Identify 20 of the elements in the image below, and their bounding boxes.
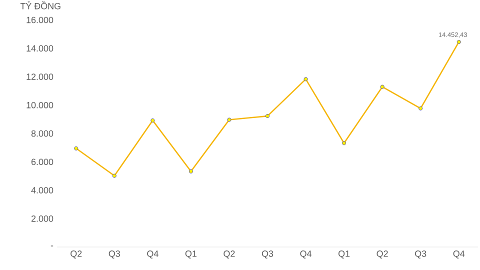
x-tick-label: Q2 bbox=[70, 250, 82, 258]
y-tick-label: 10.000 bbox=[26, 102, 54, 108]
x-tick-label: Q1 bbox=[185, 250, 196, 258]
x-tick-label: Q1 bbox=[338, 250, 350, 258]
x-tick-label: Q3 bbox=[262, 250, 274, 258]
y-tick-label: 12.000 bbox=[26, 74, 54, 80]
y-tick-label: 8.000 bbox=[31, 130, 54, 137]
y-tick-label: 16.000 bbox=[26, 16, 54, 24]
y-tick-label: 4.000 bbox=[31, 187, 54, 194]
x-tick-label: Q4 bbox=[300, 250, 312, 258]
y-tick-label: 14.000 bbox=[26, 45, 54, 52]
x-tick-label: Q2 bbox=[376, 250, 388, 258]
x-tick-label: Q3 bbox=[415, 250, 426, 258]
y-tick-label: 2.000 bbox=[31, 215, 54, 222]
x-tick-label: Q4 bbox=[147, 250, 158, 258]
y-axis-title: TỶ ĐỒNG bbox=[20, 1, 60, 10]
x-tick-label: Q3 bbox=[108, 250, 120, 258]
x-tick-label: Q2 bbox=[224, 250, 235, 258]
y-tick-label: 6.000 bbox=[31, 158, 54, 166]
x-tick-label: Q4 bbox=[453, 250, 465, 258]
